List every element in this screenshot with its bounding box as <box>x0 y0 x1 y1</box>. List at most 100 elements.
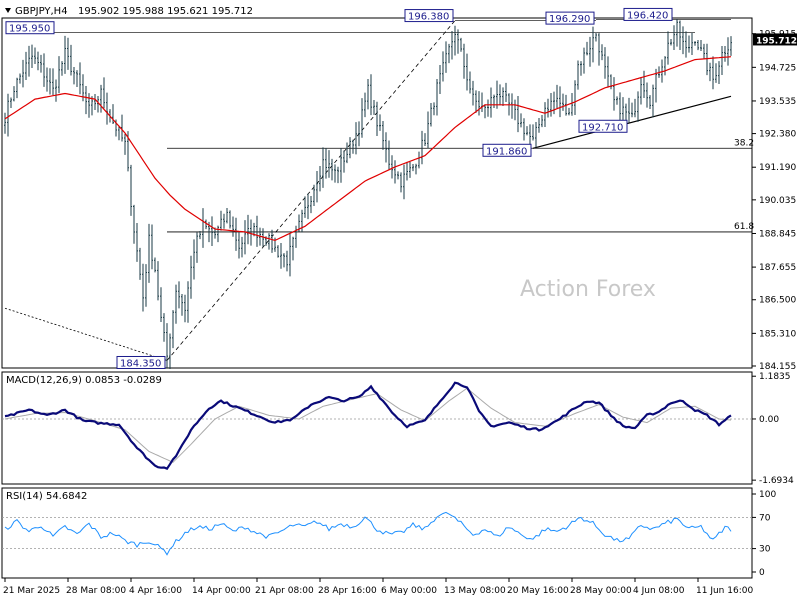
candle <box>490 87 492 118</box>
candle <box>535 122 537 148</box>
price-marker-label: 196.290 <box>549 14 590 25</box>
candle <box>703 43 705 60</box>
candle <box>64 35 66 74</box>
candle <box>430 102 432 127</box>
candle <box>271 229 273 253</box>
candle <box>184 294 186 323</box>
candle <box>544 102 546 127</box>
price-tick-label: 194.725 <box>759 63 796 73</box>
candle <box>523 118 525 141</box>
candle <box>328 150 330 178</box>
candle <box>712 56 714 90</box>
candle <box>403 164 405 200</box>
candle <box>391 155 393 179</box>
candle <box>601 44 603 61</box>
candle <box>238 232 240 259</box>
candle <box>436 78 438 116</box>
candle <box>385 132 387 163</box>
candle <box>283 253 285 268</box>
candle <box>175 284 177 324</box>
macd-label: MACD(12,26,9) 0.0853 -0.0289 <box>6 375 162 386</box>
candle <box>139 247 141 280</box>
candle <box>361 98 363 138</box>
candle <box>199 230 201 240</box>
candle <box>586 41 588 56</box>
candle <box>571 93 573 116</box>
candle <box>445 41 447 73</box>
candle <box>277 245 279 258</box>
candle <box>13 86 15 102</box>
time-tick-label: 11 Jun 16:00 <box>696 586 753 596</box>
candle <box>289 233 291 277</box>
rsi-label: RSI(14) 54.6842 <box>6 491 87 502</box>
candle <box>511 93 513 119</box>
price-tick-label: 188.845 <box>759 229 796 239</box>
candle <box>718 61 720 85</box>
candle <box>160 287 162 323</box>
candle <box>124 133 126 155</box>
candle <box>475 90 477 113</box>
candle <box>721 46 723 76</box>
candle <box>229 210 231 229</box>
candle <box>358 121 360 147</box>
candle <box>538 117 540 133</box>
candle <box>550 92 552 117</box>
price-marker-box <box>482 143 532 157</box>
candle <box>685 31 687 58</box>
candle <box>460 37 462 52</box>
candle <box>85 86 87 115</box>
candle <box>424 133 426 147</box>
candle <box>94 94 96 111</box>
candle <box>91 96 93 116</box>
candle <box>193 239 195 280</box>
candle <box>595 32 597 42</box>
candle <box>154 257 156 273</box>
candle <box>310 195 312 214</box>
candle <box>151 224 153 270</box>
candle <box>649 95 651 109</box>
candle <box>10 97 12 108</box>
fib-level-label: 61.8 <box>734 222 754 232</box>
candle <box>157 261 159 301</box>
dropdown-triangle-icon[interactable] <box>5 8 11 13</box>
price-tick-label: 187.655 <box>759 263 796 273</box>
candle <box>676 19 678 47</box>
candle <box>349 137 351 159</box>
time-tick-label: 28 Mar 08:00 <box>66 586 126 596</box>
candle <box>421 130 423 165</box>
candle <box>19 73 21 84</box>
candle <box>301 209 303 233</box>
candle <box>52 68 54 96</box>
candle <box>235 217 237 251</box>
candle <box>682 26 684 55</box>
candle <box>343 150 345 173</box>
candle <box>472 80 474 106</box>
macd-signal-line <box>4 387 732 463</box>
time-tick-label: 4 Jun 08:00 <box>633 586 685 596</box>
time-tick-label: 6 May 00:00 <box>381 586 437 596</box>
candle <box>493 94 495 109</box>
candle <box>727 37 729 66</box>
candle <box>730 36 732 56</box>
macd-line <box>4 381 732 471</box>
price-tick-label: 185.310 <box>759 329 796 339</box>
candle <box>619 92 621 125</box>
price-marker-label: 196.420 <box>627 10 668 21</box>
candle <box>640 77 642 105</box>
candle <box>130 164 132 216</box>
candle <box>295 225 297 248</box>
price-marker-label: 192.710 <box>582 122 623 133</box>
candle <box>325 148 327 179</box>
ohlc-values: 195.902 195.988 195.621 195.712 <box>78 6 253 17</box>
candle <box>526 126 528 136</box>
candle <box>400 172 402 193</box>
candle <box>481 92 483 112</box>
candle <box>112 104 114 125</box>
candle <box>97 96 99 113</box>
candle <box>478 91 480 116</box>
candle <box>286 250 288 272</box>
candle <box>454 25 456 56</box>
rsi-tick-label: 30 <box>759 545 771 555</box>
candle <box>334 164 336 183</box>
